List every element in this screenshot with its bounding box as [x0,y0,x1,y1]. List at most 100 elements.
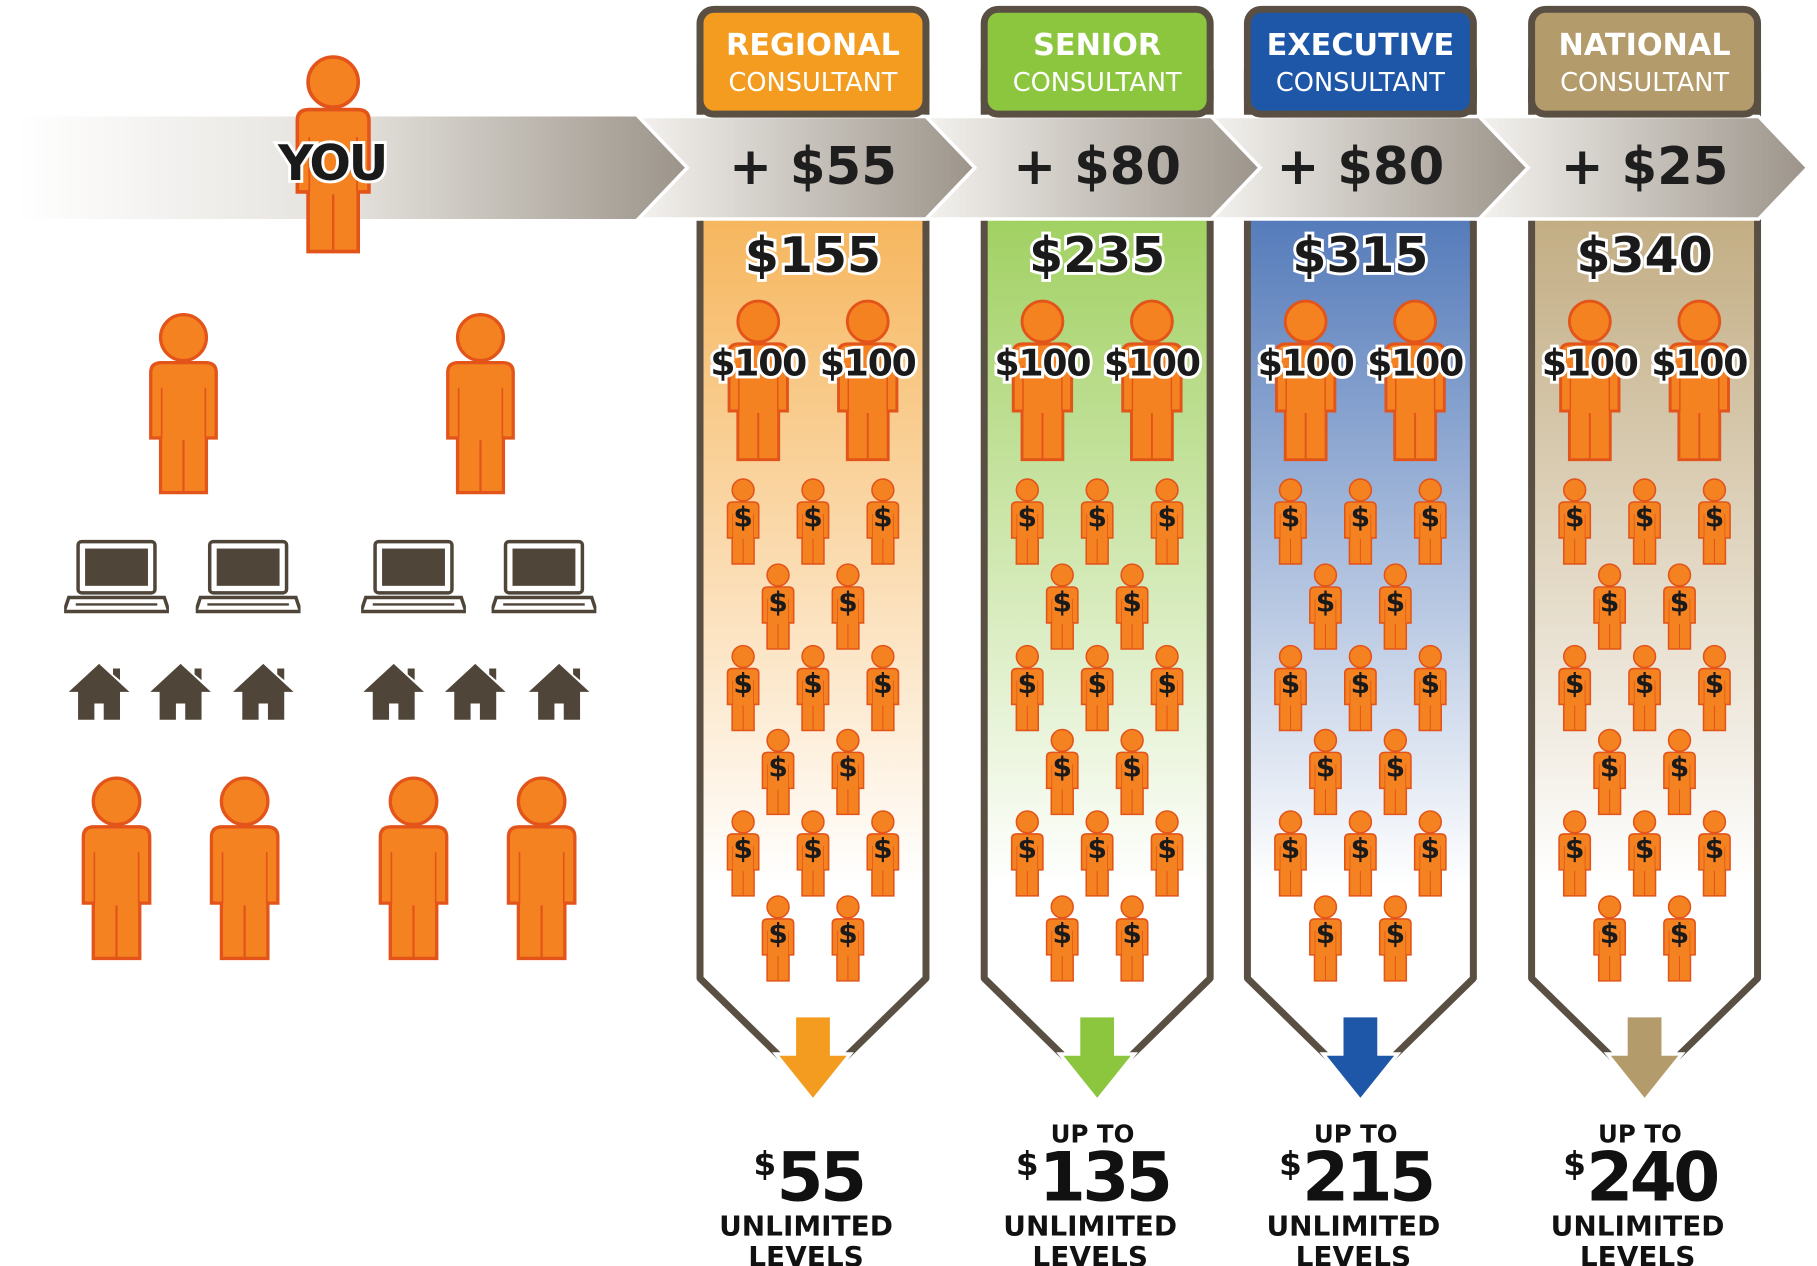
person [83,778,149,958]
badge: $ [1386,585,1405,618]
levels-line2: LEVELS [1580,1240,1696,1266]
badge: $ [768,751,787,784]
badge: $ [1281,667,1300,700]
badge: $ [1635,667,1654,700]
levels-line2: LEVELS [1296,1240,1412,1266]
laptop [64,542,169,612]
badge: $ [1087,500,1106,533]
badge: $ [1281,500,1300,533]
rank-title: NATIONAL [1559,28,1731,63]
levels-line1: UNLIMITED [1267,1210,1441,1243]
increment: + $25 [1561,137,1729,197]
badge: $ [1565,667,1584,700]
badge: $ [733,667,752,700]
badge: $ [838,917,857,950]
badge: $ [768,917,787,950]
badge: $ [838,585,857,618]
direct-earning: $100 [1367,342,1463,385]
badge: $ [1351,500,1370,533]
badge: $ [1053,585,1072,618]
rank-title: SENIOR [1033,28,1161,63]
badge: $ [1421,500,1440,533]
badge: $ [1157,500,1176,533]
house [69,664,130,720]
house [150,664,211,720]
badge: $ [1705,500,1724,533]
total: $155 [745,227,881,284]
badge: $ [1281,832,1300,865]
badge: $ [1705,832,1724,865]
badge: $ [1635,500,1654,533]
rank-tabs: REGIONAL CONSULTANT SENIOR CONSULTANT EXECUT… [700,9,1758,114]
column-body [984,70,1210,1089]
badge: $ [1635,832,1654,865]
person [380,778,446,958]
currency: $ [1016,1145,1039,1183]
rank-subtitle: CONSULTANT [1276,68,1445,98]
badge: $ [1018,500,1037,533]
badge: $ [1421,667,1440,700]
amount: 240 [1586,1138,1717,1217]
direct-earning: $100 [820,342,916,385]
direct-earning: $100 [1651,342,1747,385]
chevrons: + $55+ $80+ $80+ $25 [638,116,1807,218]
badge: $ [1386,917,1405,950]
levels-line1: UNLIMITED [1003,1210,1177,1243]
levels-line2: LEVELS [1032,1240,1148,1266]
badge: $ [733,832,752,865]
badge: $ [768,585,787,618]
person [211,778,277,958]
infographic: + $55+ $80+ $80+ $25 REGIONAL CONSULTANT S… [0,0,1817,1266]
amount: 135 [1039,1138,1170,1217]
laptop [361,542,466,612]
amount: 215 [1302,1138,1433,1217]
rank-subtitle: CONSULTANT [1013,68,1182,98]
badge: $ [838,751,857,784]
rank-subtitle: CONSULTANT [729,68,898,98]
laptop [196,542,301,612]
badge: $ [1087,667,1106,700]
house [529,664,590,720]
house [363,664,424,720]
badge: $ [1600,585,1619,618]
badge: $ [1018,832,1037,865]
increment: + $55 [729,137,897,197]
badge: $ [873,667,892,700]
badge: $ [1351,667,1370,700]
badge: $ [1670,751,1689,784]
badge: $ [1018,667,1037,700]
badge: $ [1421,832,1440,865]
total: $315 [1292,227,1428,284]
currency: $ [1563,1145,1586,1183]
you-label: YOU [277,135,386,192]
direct-earning: $100 [1104,342,1200,385]
direct-earning: $100 [1542,342,1638,385]
direct-earning: $100 [995,342,1091,385]
badge: $ [1670,585,1689,618]
badge: $ [1705,667,1724,700]
levels-line1: UNLIMITED [1551,1210,1725,1243]
rank-title: REGIONAL [726,28,900,63]
column-body [1532,70,1758,1089]
badge: $ [1316,751,1335,784]
house [233,664,294,720]
badge: $ [1087,832,1106,865]
badge: $ [1316,585,1335,618]
person [448,315,514,493]
badge: $ [1122,751,1141,784]
column-body [700,70,926,1089]
badge: $ [1122,917,1141,950]
total: $340 [1577,227,1713,284]
badge: $ [873,832,892,865]
badge: $ [803,832,822,865]
badge: $ [1600,751,1619,784]
your-team [64,315,596,959]
person [508,778,574,958]
amount: 55 [776,1138,863,1217]
badge: $ [1565,500,1584,533]
badge: $ [1565,832,1584,865]
badge: $ [1670,917,1689,950]
rank-title: EXECUTIVE [1267,28,1454,63]
house [445,664,506,720]
badge: $ [1053,751,1072,784]
